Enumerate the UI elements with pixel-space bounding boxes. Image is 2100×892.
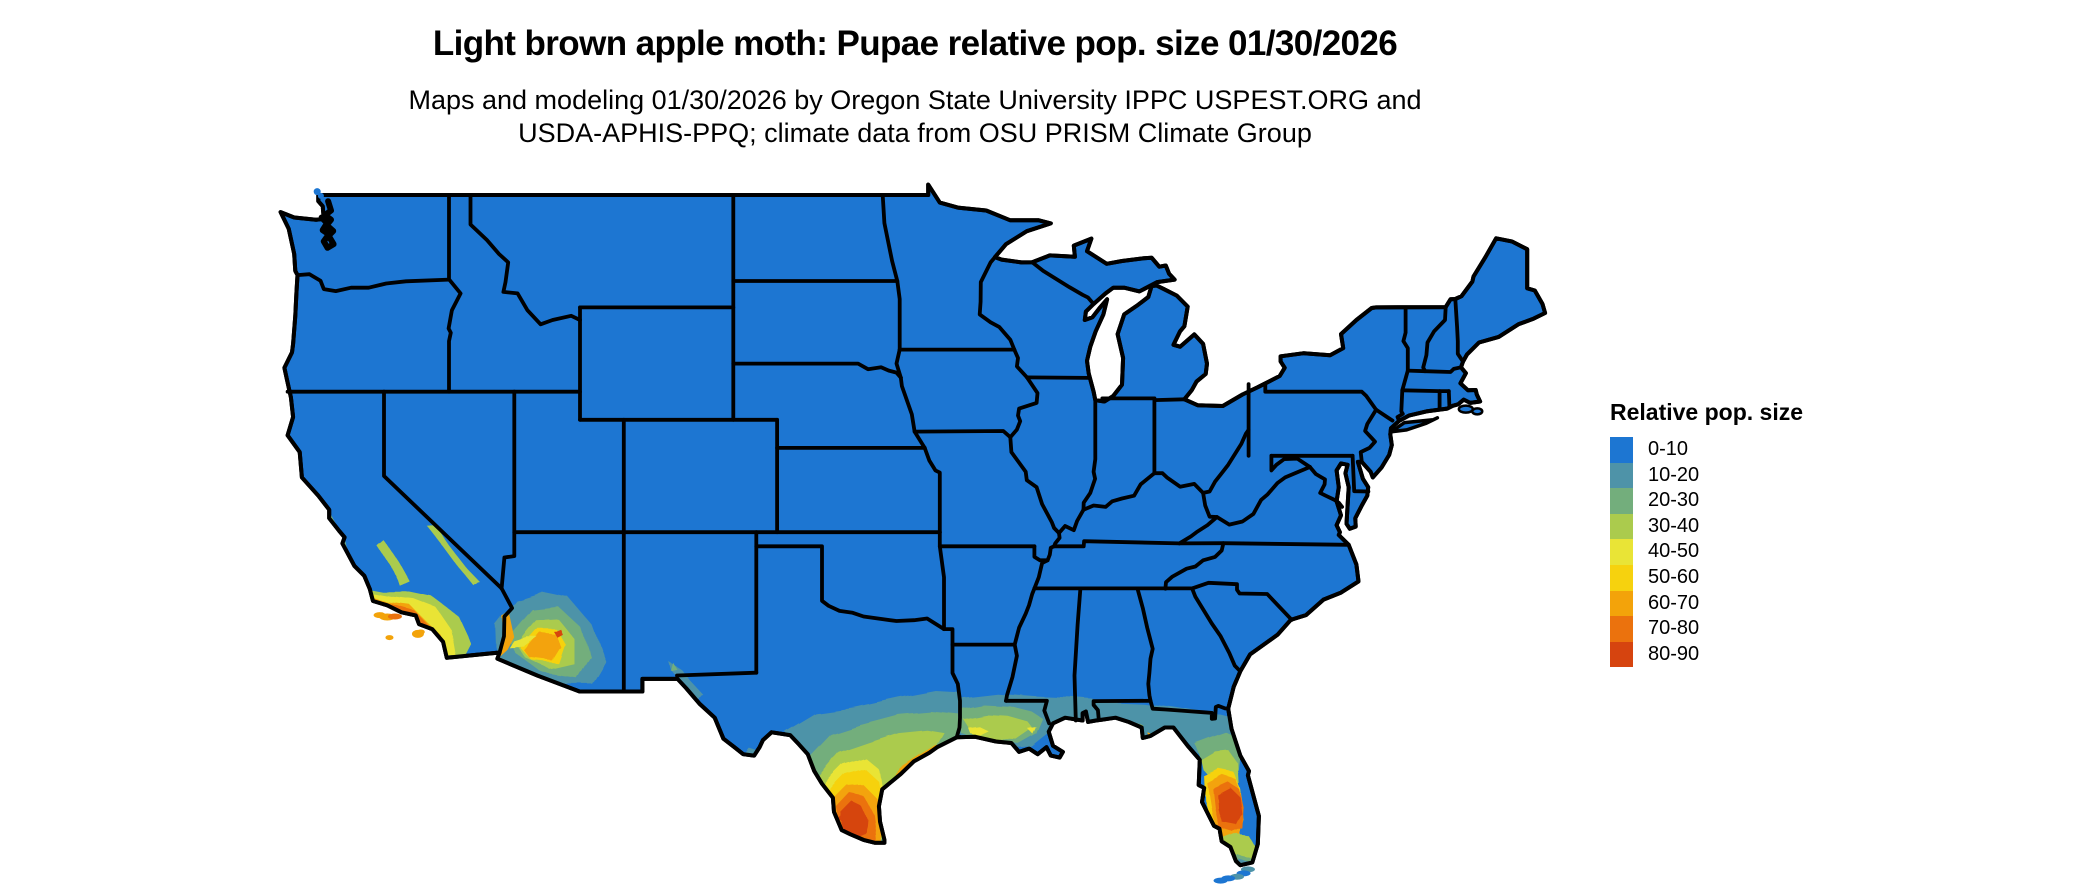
legend-swatch	[1610, 488, 1633, 514]
legend-swatch	[1610, 462, 1633, 489]
legend-item-label: 20-30	[1648, 489, 1700, 512]
subtitle-line-1: Maps and modeling 01/30/2026 by Oregon S…	[408, 85, 1422, 115]
legend-item-label: 60-70	[1648, 591, 1700, 614]
legend-item: 70-80	[1610, 616, 1870, 642]
legend-item: 30-40	[1610, 513, 1870, 540]
legend-swatch	[1610, 437, 1633, 463]
legend-item: 80-90	[1610, 641, 1870, 668]
legend-item: 0-10	[1610, 437, 1870, 463]
legend-swatch	[1610, 641, 1633, 668]
legend-title: Relative pop. size	[1610, 399, 1804, 425]
legend-item-label: 70-80	[1648, 617, 1700, 640]
legend-swatch	[1610, 616, 1633, 642]
legend-item-label: 10-20	[1648, 463, 1700, 486]
legend-item: 60-70	[1610, 590, 1870, 617]
legend-item: 10-20	[1610, 462, 1870, 489]
legend-swatch	[1610, 564, 1633, 591]
figure-subtitle: Maps and modeling 01/30/2026 by Oregon S…	[0, 84, 1830, 150]
legend-item-label: 50-60	[1648, 565, 1700, 588]
legend-swatch	[1610, 539, 1633, 565]
legend-item-label: 30-40	[1648, 514, 1700, 537]
legend-item-label: 40-50	[1648, 540, 1700, 563]
subtitle-line-2: USDA-APHIS-PPQ; climate data from OSU PR…	[518, 118, 1312, 148]
legend: Relative pop. size 0-10 10-20 20-30 30-40 40…	[1610, 399, 1870, 668]
coastline-outline	[278, 182, 1548, 868]
legend-item: 50-60	[1610, 564, 1870, 591]
legend-items: 0-10 10-20 20-30 30-40 40-50 50-60 60-70 70-80 8…	[1610, 437, 1870, 668]
islands-and-sounds	[313, 188, 1484, 884]
legend-swatch	[1610, 513, 1633, 540]
legend-swatch	[1610, 590, 1633, 617]
figure-title: Light brown apple moth: Pupae relative p…	[432, 24, 1398, 63]
legend-item-label: 80-90	[1648, 642, 1700, 665]
population-raster-layer	[317, 495, 1254, 866]
state-borders	[285, 193, 1465, 740]
legend-item-label: 0-10	[1648, 438, 1689, 460]
legend-item: 40-50	[1610, 539, 1870, 565]
legend-item: 20-30	[1610, 488, 1870, 514]
